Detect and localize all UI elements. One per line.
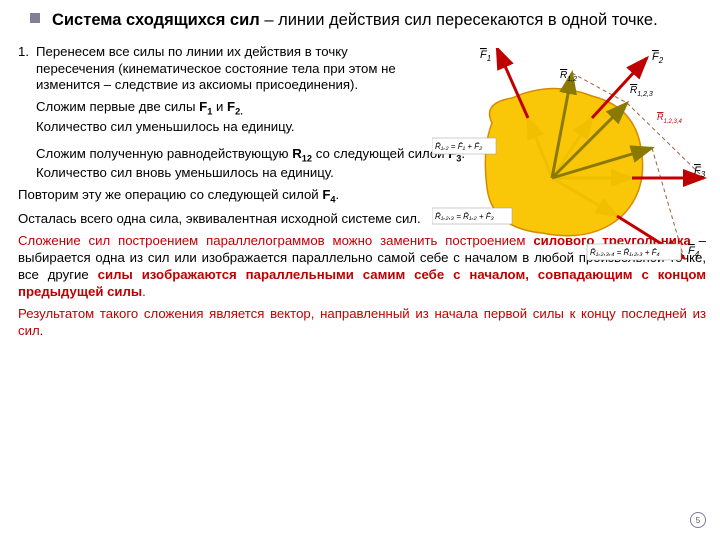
page-number: 5	[690, 512, 706, 528]
svg-text:R̄₁,₂,₃ = R̄₁,₂ + F̄₃: R̄₁,₂,₃ = R̄₁,₂ + F̄₃	[435, 212, 494, 221]
p1-text: Перенесем все силы по линии их действия …	[36, 44, 416, 95]
slide-title: Система сходящихся сил – линии действия …	[0, 0, 720, 39]
svg-text:F4: F4	[688, 245, 700, 259]
force-diagram: F1 F2 F3 F4 R1,2 R1,2,3 R1,2,3,4 R̄₁,₂ =…	[432, 48, 712, 264]
svg-text:R1,2,3: R1,2,3	[630, 85, 653, 98]
title-bullet	[30, 13, 40, 23]
eq2-box: R̄₁,₂,₃ = R̄₁,₂ + F̄₃	[432, 208, 512, 224]
svg-text:R1,2,3,4: R1,2,3,4	[657, 112, 683, 125]
paragraph-2: Сложим первые две силы F1 и F2. Количест…	[36, 99, 436, 135]
svg-text:R1,2: R1,2	[560, 70, 577, 83]
svg-text:R̄₁,₂,₃,₄ = R̄₁,₂,₃ + F̄₄: R̄₁,₂,₃,₄ = R̄₁,₂,₃ + F̄₄	[590, 248, 660, 257]
title-rest: – линии действия сил пересекаются в одно…	[260, 11, 658, 29]
eq1-box: R̄₁,₂ = F̄₁ + F̄₂	[432, 138, 496, 154]
list-number: 1.	[18, 44, 36, 61]
svg-text:F2: F2	[652, 51, 664, 65]
svg-text:F3: F3	[694, 165, 706, 179]
eq3-box: R̄₁,₂,₃,₄ = R̄₁,₂,₃ + F̄₄	[587, 244, 681, 260]
paragraph-7: Результатом такого сложения является век…	[18, 306, 706, 340]
title-bold: Система сходящихся сил	[52, 11, 260, 29]
svg-text:F1: F1	[480, 49, 491, 63]
svg-text:R̄₁,₂ = F̄₁ + F̄₂: R̄₁,₂ = F̄₁ + F̄₂	[435, 142, 482, 151]
